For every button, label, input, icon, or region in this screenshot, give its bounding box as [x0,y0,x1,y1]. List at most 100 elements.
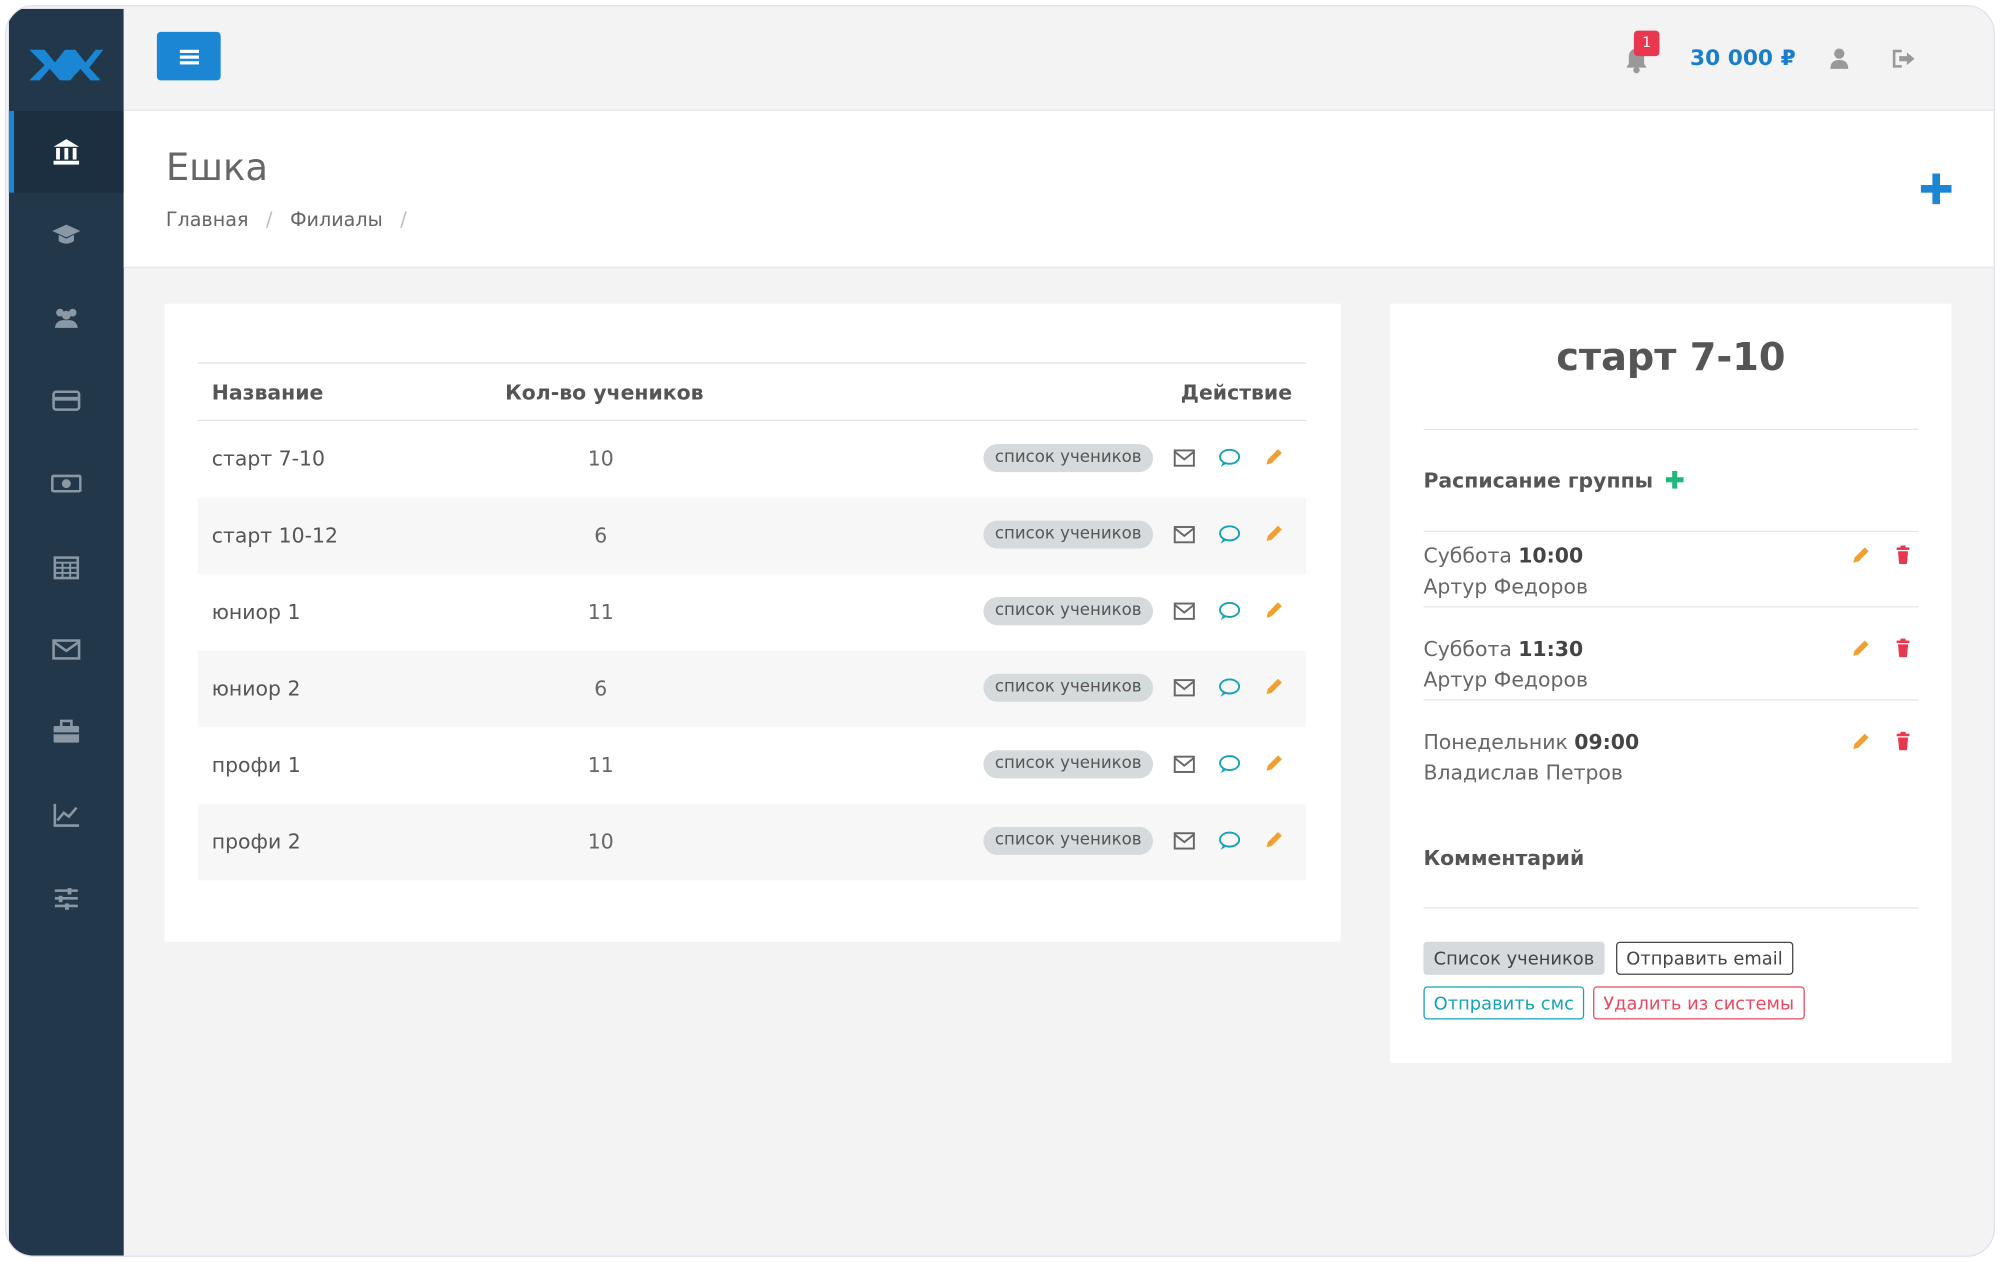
edit-icon[interactable] [1263,829,1286,855]
nav-icon[interactable] [51,717,82,753]
sms-button[interactable]: Отправить смс [1423,986,1585,1020]
table-row: юниор 2 6 список учеников [197,650,1307,728]
edit-icon[interactable] [1849,545,1872,571]
nav-icon[interactable] [51,468,82,504]
nav-icon[interactable] [51,883,82,919]
schedule-hour: 10:00 [1518,543,1584,568]
nav-icon[interactable] [51,800,82,836]
sms-icon[interactable] [1218,678,1241,704]
logo [29,49,104,81]
email-icon[interactable] [1173,831,1196,857]
logout-icon[interactable] [1892,48,1918,68]
divider [197,419,1307,422]
breadcrumbs: Главная / Филиалы / [165,207,418,231]
table-row: юниор 1 11 список учеников [197,574,1307,651]
edit-icon[interactable] [1263,753,1286,779]
sms-icon[interactable] [1218,831,1241,857]
schedule-teacher: Владислав Петров [1423,760,1623,785]
add-schedule[interactable] [1665,470,1684,489]
edit-icon[interactable] [1263,523,1286,549]
schedule-title-text: Расписание группы [1423,468,1654,493]
group-name[interactable]: старт 10-12 [211,523,338,548]
divider [1423,606,1919,608]
groups-card: Название Кол-во учеников Действие старт … [164,303,1341,942]
divider [197,362,1307,364]
schedule-teacher: Артур Федоров [1423,574,1588,599]
students-list-button[interactable]: список учеников [983,673,1154,702]
schedule-time: Понедельник 09:00 [1423,732,1639,752]
student-count: 11 [587,599,614,624]
delete-icon[interactable] [1893,638,1913,664]
sms-icon[interactable] [1218,601,1241,627]
group-name[interactable]: профи 2 [211,829,301,854]
delete-icon[interactable] [1893,731,1913,757]
sms-icon[interactable] [1218,754,1241,780]
student-count: 10 [587,446,614,471]
divider [1423,699,1919,701]
email-icon[interactable] [1173,448,1196,474]
delete-button[interactable]: Удалить из системы [1593,986,1805,1020]
group-name[interactable]: юниор 1 [211,599,301,624]
email-button[interactable]: Отправить email [1616,941,1793,975]
email-icon[interactable] [1173,678,1196,704]
schedule-day: Суббота [1423,636,1512,661]
balance[interactable]: 30 000 ₽ [1690,45,1796,72]
page-header: Ешка Главная / Филиалы / [123,111,1994,268]
table-row: старт 10-12 6 список учеников [197,497,1307,575]
group-name[interactable]: старт 7-10 [211,446,325,471]
user-icon[interactable] [1828,47,1851,70]
edit-icon[interactable] [1849,731,1872,757]
students-list-button[interactable]: список учеников [983,444,1154,473]
schedule-teacher: Артур Федоров [1423,667,1588,692]
students-list-button[interactable]: список учеников [983,597,1154,626]
students-list-button[interactable]: список учеников [983,750,1154,779]
nav-icon[interactable] [51,302,82,338]
nav-icon[interactable] [51,137,82,173]
sms-icon[interactable] [1218,448,1241,474]
edit-icon[interactable] [1849,638,1872,664]
nav-icon[interactable] [51,385,82,421]
group-panel: старт 7-10 Расписание группы Суббота 10:0… [1390,303,1952,1063]
email-icon[interactable] [1173,524,1196,550]
divider [1423,530,1919,533]
sms-icon[interactable] [1218,524,1241,550]
student-count: 10 [587,829,614,854]
schedule-title: Расписание группы [1423,468,1684,493]
students-list-button[interactable]: список учеников [983,826,1154,855]
nav-icon[interactable] [51,551,82,587]
sidebar [8,8,124,1256]
student-count: 6 [594,676,608,701]
group-name[interactable]: профи 1 [211,752,301,778]
breadcrumb-separator: / [400,207,407,231]
comment-title: Комментарий [1423,845,1585,871]
email-icon[interactable] [1173,601,1196,627]
table-row: профи 1 11 список учеников [197,727,1307,804]
edit-icon[interactable] [1263,447,1286,473]
app-frame: 1 30 000 ₽ Ешка Главная / Филиалы / Назв… [5,5,1995,1257]
table-row: профи 2 10 список учеников [197,803,1307,881]
email-icon[interactable] [1173,754,1196,780]
schedule-hour: 09:00 [1574,729,1640,755]
schedule-day: Суббота [1423,543,1512,568]
panel-title: старт 7-10 [1556,335,1786,381]
breadcrumb[interactable]: Филиалы [290,207,383,231]
nav-icon[interactable] [51,219,82,255]
edit-icon[interactable] [1263,676,1286,702]
students-button[interactable]: Список учеников [1423,941,1605,975]
menu-button[interactable] [156,31,221,81]
column-header: Кол-во учеников [505,380,704,405]
edit-icon[interactable] [1263,600,1286,626]
schedule-time: Суббота 10:00 [1423,543,1584,568]
delete-icon[interactable] [1893,545,1913,571]
nav-icon[interactable] [51,634,82,670]
add-button[interactable] [1920,172,1953,205]
group-name[interactable]: юниор 2 [211,676,301,701]
students-list-button[interactable]: список учеников [983,520,1154,549]
divider [1423,428,1919,431]
breadcrumb[interactable]: Главная [165,207,249,231]
schedule-time: Суббота 11:30 [1423,639,1583,659]
breadcrumb-separator: / [266,207,273,231]
table-row: старт 7-10 10 список учеников [197,421,1307,498]
